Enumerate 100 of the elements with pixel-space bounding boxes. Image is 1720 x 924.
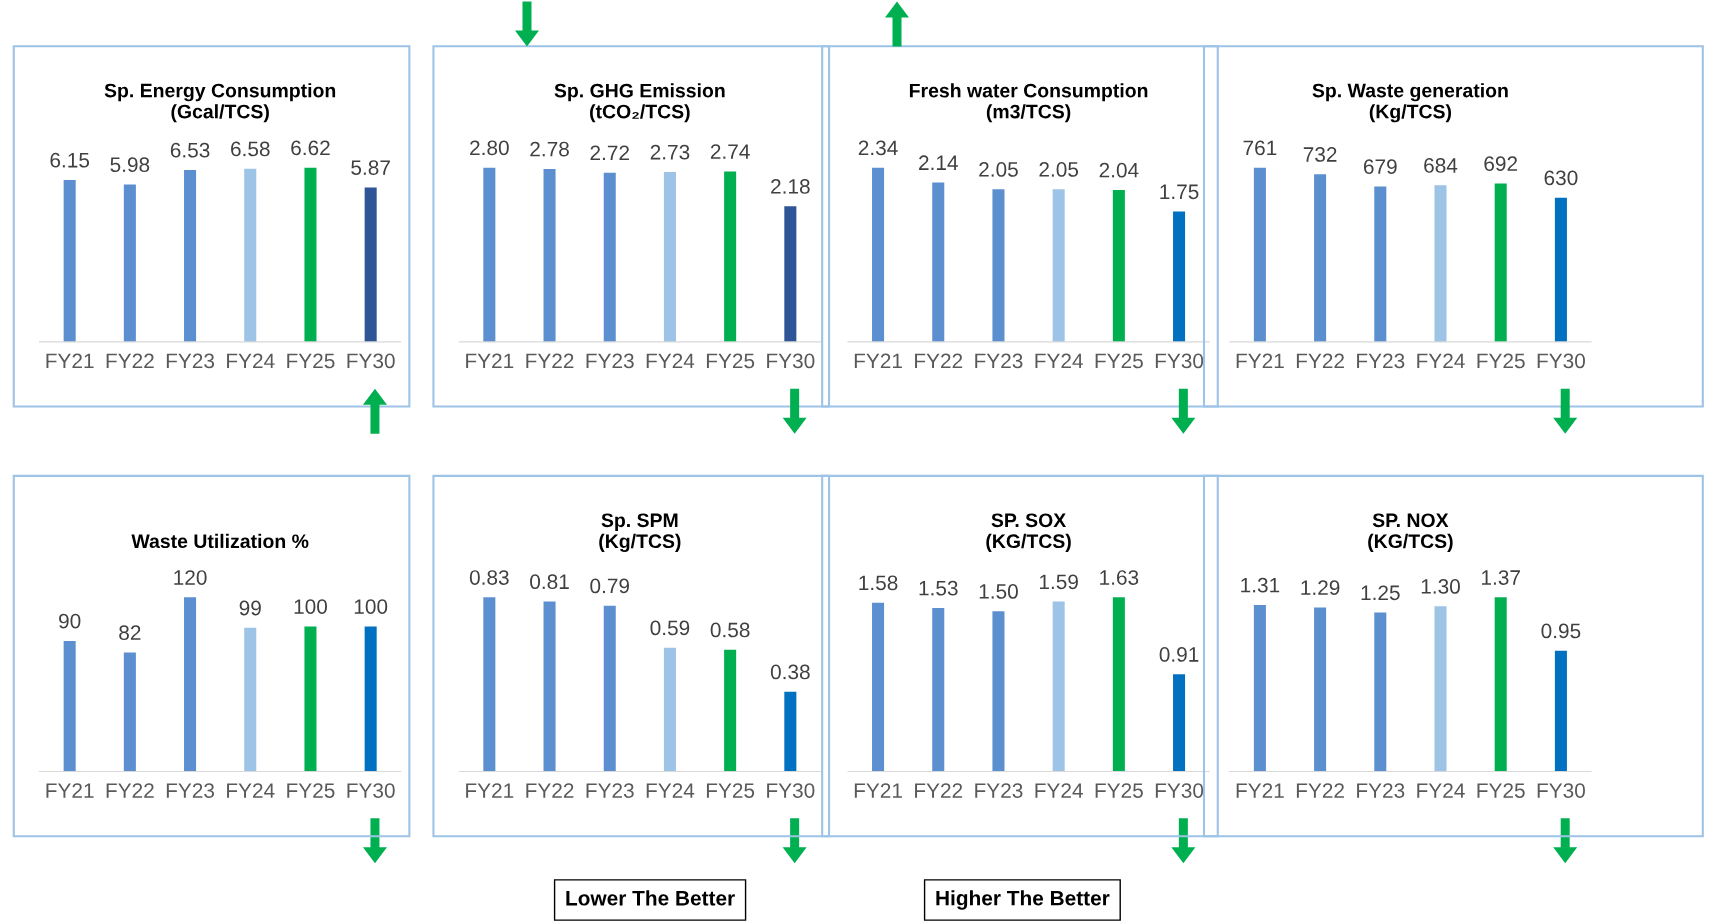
x-tick-label: FY30	[347, 353, 395, 369]
bar	[1173, 674, 1186, 772]
x-tick-label: FY24	[646, 783, 695, 798]
bar	[1554, 650, 1567, 772]
data-label: 2.73	[650, 144, 690, 160]
x-tick-label: FY22	[1296, 783, 1344, 798]
bar	[123, 184, 136, 342]
x-tick-label: FY30	[1155, 353, 1204, 369]
data-label: 0.91	[1159, 647, 1199, 662]
data-label: 5.87	[351, 160, 390, 175]
bar	[543, 168, 556, 342]
data-label: 1.63	[1100, 570, 1139, 585]
data-label: 732	[1303, 147, 1337, 162]
x-tick-label: FY24	[1035, 783, 1083, 798]
bar	[1494, 183, 1507, 342]
data-label: 2.05	[979, 162, 1018, 177]
x-tick-label: FY23	[586, 353, 634, 369]
data-label: 2.14	[919, 155, 958, 170]
x-tick-label: FY30	[767, 353, 815, 369]
x-tick-label: FY23	[586, 783, 634, 798]
x-tick-label: FY30	[767, 783, 815, 798]
x-tick-label: FY25	[287, 783, 335, 798]
chart-title: Sp. SPM (Kg/TCS)	[599, 513, 681, 553]
bar	[872, 167, 885, 342]
x-tick-label: FY23	[975, 783, 1023, 798]
data-label: 2.18	[771, 179, 810, 194]
x-tick-label: FY21	[466, 353, 514, 369]
bar	[992, 611, 1005, 772]
data-label: 1.25	[1361, 585, 1400, 601]
bar	[123, 652, 136, 772]
x-tick-label: FY23	[166, 783, 215, 798]
data-label: 1.59	[1039, 574, 1078, 590]
x-tick-label: FY30	[1537, 783, 1585, 798]
data-label: 0.59	[650, 620, 690, 636]
data-label: 0.81	[530, 574, 569, 590]
data-label: 100	[294, 599, 328, 614]
bar	[244, 168, 257, 342]
x-tick-label: FY21	[854, 783, 902, 798]
chart-title: Sp. Waste generation (Kg/TCS)	[1312, 83, 1508, 123]
bar	[603, 172, 616, 342]
chart-title: SP. NOX (KG/TCS)	[1368, 513, 1453, 552]
bar	[603, 605, 616, 772]
data-label: 1.30	[1421, 579, 1460, 594]
data-label: 692	[1484, 156, 1518, 172]
bar	[1434, 606, 1447, 772]
data-label: 0.58	[710, 622, 750, 638]
x-tick-label: FY23	[1357, 783, 1405, 798]
data-label: 1.29	[1301, 580, 1340, 596]
x-tick-label: FY30	[1537, 353, 1585, 369]
data-label: 2.05	[1039, 162, 1079, 177]
bar	[184, 597, 197, 772]
bar	[364, 626, 377, 772]
bar	[872, 602, 885, 772]
bar	[1374, 612, 1387, 772]
bar	[483, 167, 496, 342]
data-label: 6.15	[50, 152, 90, 168]
data-label: 630	[1544, 170, 1578, 186]
bar	[1314, 174, 1327, 342]
bar	[663, 172, 676, 342]
chart-title: SP. SOX (KG/TCS)	[986, 513, 1071, 552]
data-label: 6.53	[170, 142, 210, 158]
bar	[1112, 190, 1125, 342]
x-tick-label: FY23	[975, 353, 1023, 369]
data-label: 1.37	[1482, 570, 1520, 585]
chart-title: Fresh water Consumption (m3/TCS)	[909, 83, 1148, 123]
bar	[304, 626, 317, 772]
data-label: 1.50	[979, 584, 1018, 599]
data-label: 2.78	[530, 141, 569, 157]
x-tick-label: FY24	[1417, 353, 1465, 369]
x-tick-label: FY22	[1296, 353, 1344, 369]
bar	[1052, 601, 1065, 772]
bar	[1434, 185, 1447, 342]
bar	[992, 189, 1005, 342]
x-tick-label: FY25	[1477, 353, 1525, 369]
data-label: 1.58	[859, 575, 898, 591]
data-label: 99	[239, 600, 261, 616]
bar	[1112, 597, 1125, 772]
data-label: 90	[59, 613, 81, 629]
x-tick-label: FY24	[227, 353, 275, 369]
bar	[63, 640, 76, 772]
data-label: 120	[174, 570, 207, 585]
x-tick-label: FY24	[227, 783, 275, 798]
x-tick-label: FY21	[1236, 353, 1284, 369]
bar	[724, 171, 737, 342]
x-tick-label: FY24	[646, 353, 695, 369]
x-tick-label: FY25	[287, 353, 335, 369]
x-tick-label: FY25	[1477, 783, 1525, 798]
bar	[1052, 189, 1065, 342]
data-label: 5.98	[110, 157, 150, 173]
x-tick-label: FY21	[46, 783, 94, 798]
bar	[1253, 604, 1266, 772]
data-label: 2.72	[590, 145, 629, 160]
bar	[784, 206, 797, 342]
bar	[543, 601, 556, 772]
data-label: 0.83	[469, 570, 509, 585]
x-tick-label: FY21	[46, 353, 94, 369]
bar	[244, 627, 257, 772]
chart-title: Waste Utilization %	[131, 533, 309, 549]
bar	[932, 608, 945, 772]
x-tick-label: FY30	[1155, 783, 1204, 798]
